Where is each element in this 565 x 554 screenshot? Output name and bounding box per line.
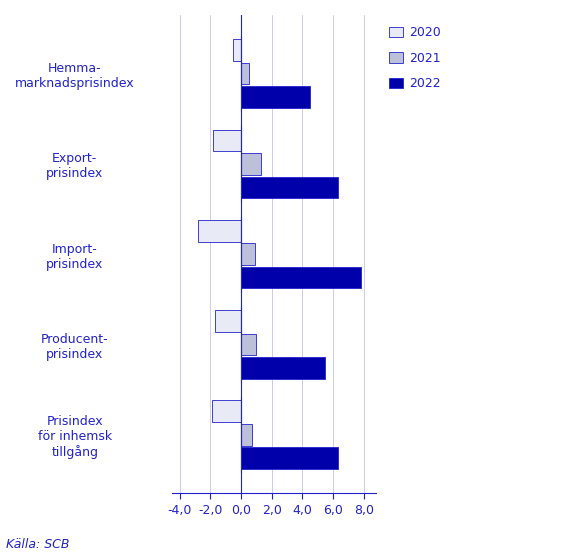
Bar (241, 424, 252, 445)
Bar (241, 357, 325, 379)
Bar (241, 63, 249, 84)
Bar (241, 243, 255, 265)
Bar (241, 334, 257, 355)
Bar (214, 130, 241, 151)
Bar (212, 401, 241, 422)
Bar (215, 310, 241, 332)
Bar (241, 177, 338, 198)
Bar (241, 267, 360, 289)
Bar (233, 39, 241, 61)
Text: Källa: SCB: Källa: SCB (6, 538, 69, 551)
Bar (198, 220, 241, 242)
Legend: 2020, 2021, 2022: 2020, 2021, 2022 (384, 21, 446, 95)
Bar (241, 86, 310, 108)
Bar (241, 153, 261, 175)
Bar (241, 448, 338, 469)
